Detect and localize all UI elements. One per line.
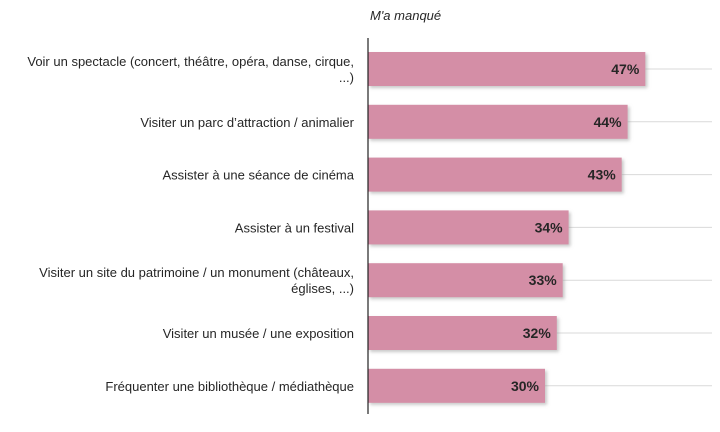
value-label: 34% <box>535 219 564 235</box>
series-title: M'a manqué <box>370 8 441 23</box>
category-label: Visiter un parc d’attraction / animalier <box>140 115 354 130</box>
category-label-line: Visiter un musée / une exposition <box>163 326 354 341</box>
category-label: Visiter un site du patrimoine / un monum… <box>39 265 354 296</box>
bar <box>368 210 569 245</box>
value-label: 33% <box>529 272 558 288</box>
bar <box>368 263 563 298</box>
category-label-line: Assister à un festival <box>235 220 354 235</box>
bar <box>368 316 557 350</box>
bar <box>368 52 646 86</box>
category-label-line: Visiter un site du patrimoine / un monum… <box>39 265 354 280</box>
bar <box>368 104 628 139</box>
category-label-line: ...) <box>339 70 354 85</box>
category-label: Voir un spectacle (concert, théâtre, opé… <box>27 54 354 85</box>
category-label: Fréquenter une bibliothèque / médiathèqu… <box>105 379 354 394</box>
value-label: 32% <box>523 325 552 341</box>
category-label-line: Fréquenter une bibliothèque / médiathèqu… <box>105 379 354 394</box>
category-label: Assister à une séance de cinéma <box>163 168 355 183</box>
bar <box>368 368 545 403</box>
category-label-line: Assister à une séance de cinéma <box>163 168 355 183</box>
bar-rows: 47% Voir un spectacle (concert, théâtre, … <box>27 52 712 403</box>
category-label-line: églises, ...) <box>291 281 354 296</box>
category-label-line: Visiter un parc d’attraction / animalier <box>140 115 354 130</box>
value-label: 47% <box>611 61 640 77</box>
category-label: Visiter un musée / une exposition <box>163 326 354 341</box>
value-label: 30% <box>511 378 540 394</box>
bar <box>368 157 622 192</box>
value-label: 43% <box>588 167 617 183</box>
category-label: Assister à un festival <box>235 220 354 235</box>
category-label-line: Voir un spectacle (concert, théâtre, opé… <box>27 54 354 69</box>
value-label: 44% <box>594 114 623 130</box>
